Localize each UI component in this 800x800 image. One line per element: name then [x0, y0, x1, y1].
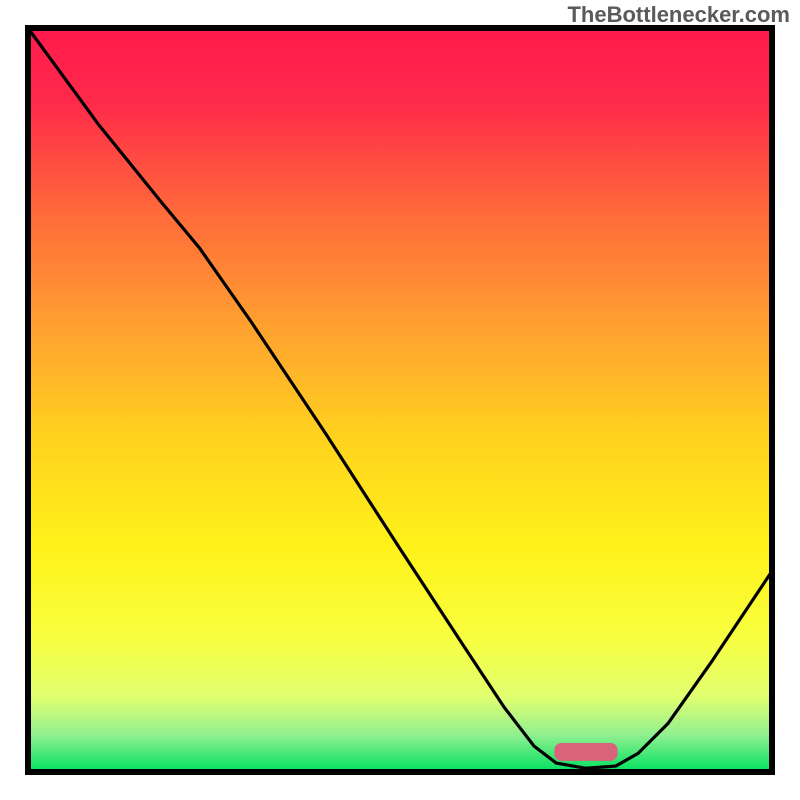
optimal-range-marker [554, 743, 617, 761]
chart-container: TheBottlenecker.com [0, 0, 800, 800]
chart-background [28, 28, 772, 772]
bottleneck-curve-chart [0, 0, 800, 800]
